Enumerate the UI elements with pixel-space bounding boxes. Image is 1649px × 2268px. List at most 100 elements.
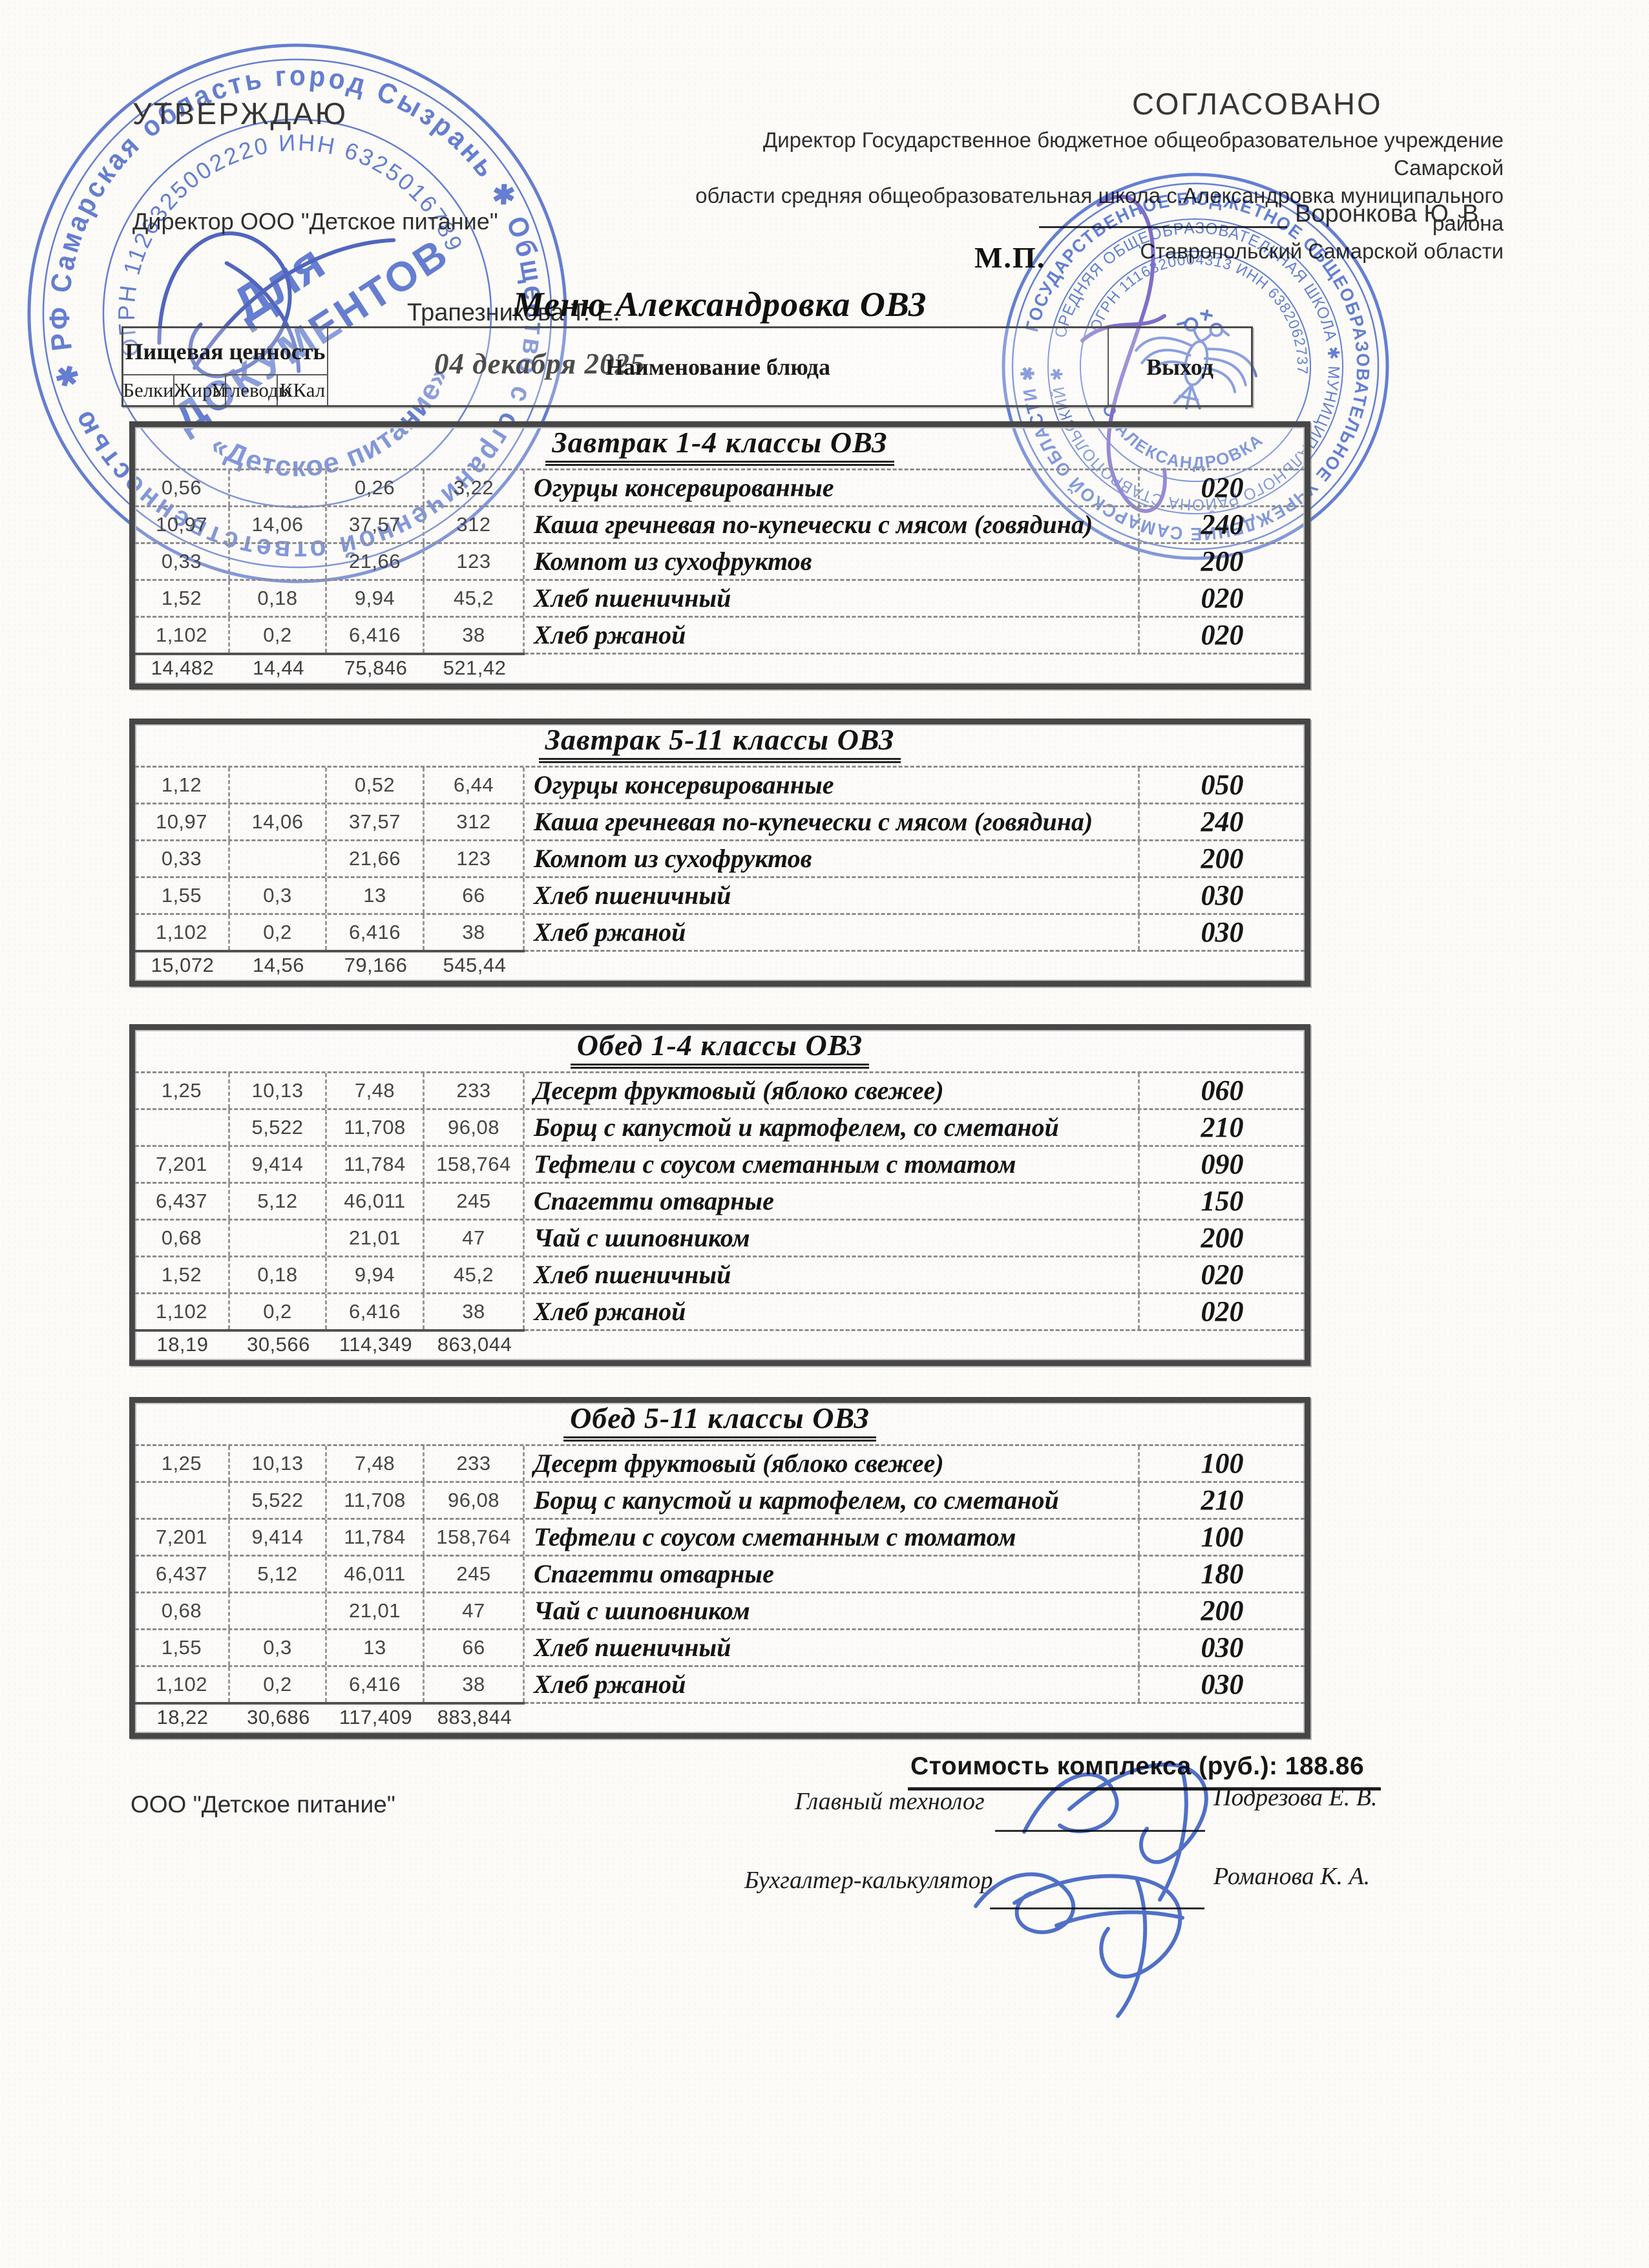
- protein-cell: 10,97: [135, 507, 230, 542]
- kcal-cell: 245: [425, 1184, 525, 1219]
- protein-cell: [135, 1110, 230, 1145]
- menu-row: 10,97 14,06 37,57 312 Каша гречневая по-купе…: [135, 803, 1305, 839]
- fat-cell: [230, 768, 327, 803]
- dish-name-cell: Хлеб ржаной: [525, 1294, 1140, 1329]
- fat-cell: 5,522: [230, 1483, 327, 1518]
- kcal-cell: 38: [425, 618, 525, 653]
- protein-cell: 1,55: [135, 878, 230, 913]
- portion-cell: 090: [1201, 1148, 1244, 1180]
- kcal-cell: 38: [425, 915, 525, 950]
- carbs-cell: 11,708: [327, 1483, 425, 1518]
- output-column-header: Выход: [1146, 353, 1213, 380]
- protein-cell: 7,201: [135, 1147, 230, 1182]
- menu-row: 7,201 9,414 11,784 158,764 Тефтели с соусом …: [135, 1518, 1305, 1555]
- carbs-cell: 21,66: [327, 841, 425, 876]
- total-cell: 75,846: [344, 656, 408, 679]
- approve-role-right: Директор Государственное бюджетное общео…: [654, 127, 1504, 265]
- menu-date: 04 декабря 2025: [434, 348, 646, 380]
- total-cell: 14,482: [151, 656, 215, 679]
- company-round-stamp: ✱ РФ Самарская область город Сызрань ✱ О…: [23, 32, 572, 594]
- technologist-role: Главный технолог: [795, 1788, 985, 1815]
- menu-table-2: Завтрак 5-11 классы ОВЗ 1,12 0,52 6,44 Огурц…: [129, 719, 1310, 987]
- total-cell: 14,56: [252, 954, 305, 976]
- portion-cell: 180: [1201, 1558, 1244, 1590]
- fat-cell: [230, 544, 327, 579]
- dish-name-cell: Компот из сухофруктов: [525, 544, 1140, 579]
- menu-row: 6,437 5,12 46,011 245 Спагетти отварные 180: [135, 1555, 1305, 1591]
- dish-name-cell: Хлеб ржаной: [525, 1667, 1140, 1702]
- portion-cell: 030: [1201, 916, 1244, 948]
- carbs-cell: 6,416: [327, 618, 425, 653]
- kcal-cell: 233: [425, 1446, 525, 1481]
- protein-cell: 0,33: [135, 841, 230, 876]
- carbs-cell: 7,48: [327, 1446, 425, 1481]
- dish-name-cell: Огурцы консервированные: [525, 768, 1140, 803]
- portion-cell: 020: [1201, 1259, 1244, 1290]
- carbs-cell: 21,01: [327, 1221, 425, 1255]
- menu-row: 0,33 21,66 123 Компот из сухофруктов 200: [135, 839, 1305, 876]
- kcal-cell: 47: [425, 1221, 525, 1255]
- menu-row: 6,437 5,12 46,011 245 Спагетти отварные 150: [135, 1182, 1305, 1219]
- menu-row: 1,55 0,3 13 66 Хлеб пшеничный 030: [135, 876, 1305, 913]
- menu-row: 1,102 0,2 6,416 38 Хлеб ржаной 030: [135, 1665, 1305, 1702]
- carbs-cell: 11,784: [327, 1520, 425, 1555]
- carbs-cell: 11,708: [327, 1110, 425, 1145]
- dish-name-cell: Хлеб ржаной: [525, 618, 1140, 653]
- kcal-cell: 96,08: [425, 1483, 525, 1518]
- protein-cell: 6,437: [135, 1184, 230, 1219]
- menu-row: 0,68 21,01 47 Чай с шиповником 200: [135, 1219, 1305, 1255]
- dish-name-cell: Чай с шиповником: [525, 1593, 1140, 1628]
- portion-cell: 240: [1201, 806, 1244, 837]
- carbs-cell: 6,416: [327, 915, 425, 950]
- footer-signatures-ink: [974, 1762, 1208, 2018]
- total-cell: 883,844: [437, 1706, 512, 1728]
- dish-name-cell: Каша гречневая по-купечески с мясом (гов…: [525, 507, 1140, 542]
- total-cell: 15,072: [151, 954, 215, 976]
- signature-line-right: [1039, 226, 1287, 228]
- menu-row: 1,52 0,18 9,94 45,2 Хлеб пшеничный 020: [135, 579, 1305, 616]
- carbs-cell: 0,52: [327, 768, 425, 803]
- menu-row: 1,25 10,13 7,48 233 Десерт фруктовый (яблоко…: [135, 1071, 1305, 1108]
- menu-row: 7,201 9,414 11,784 158,764 Тефтели с соусом …: [135, 1145, 1305, 1182]
- dish-name-cell: Тефтели с соусом сметанным с томатом: [525, 1147, 1140, 1182]
- fat-cell: 9,414: [230, 1147, 327, 1182]
- kcal-cell: 312: [425, 507, 525, 542]
- dish-name-cell: Огурцы консервированные: [525, 470, 1140, 505]
- fat-cell: [230, 470, 327, 505]
- fat-header: Жиры: [174, 375, 226, 405]
- menu-table-1: Завтрак 1-4 классы ОВЗ 0,56 0,26 3,22 Огурцы…: [129, 421, 1310, 689]
- portion-cell: 050: [1201, 769, 1244, 801]
- dish-name-cell: Хлеб пшеничный: [525, 581, 1140, 616]
- menu-row: 1,102 0,2 6,416 38 Хлеб ржаной 020: [135, 1292, 1305, 1329]
- protein-cell: 1,12: [135, 768, 230, 803]
- dish-name-cell: Десерт фруктовый (яблоко свежее): [525, 1446, 1140, 1481]
- menu-table-title-row: Завтрак 1-4 классы ОВЗ: [135, 427, 1305, 468]
- seal-place-mark: М.П.: [974, 241, 1046, 274]
- menu-row: 1,55 0,3 13 66 Хлеб пшеничный 030: [135, 1628, 1305, 1665]
- kcal-cell: 66: [425, 878, 525, 913]
- kcal-cell: 66: [425, 1630, 525, 1665]
- kcal-cell: 3,22: [425, 470, 525, 505]
- carbs-cell: 46,011: [327, 1184, 425, 1219]
- kcal-cell: 123: [425, 841, 525, 876]
- approver-name-right: Воронкова Ю. В.: [1295, 200, 1486, 227]
- fat-cell: 5,12: [230, 1184, 327, 1219]
- kcal-header: ККал: [278, 375, 328, 405]
- menu-table-title: Обед 5-11 классы ОВЗ: [563, 1403, 876, 1442]
- menu-row: 10,97 14,06 37,57 312 Каша гречневая по-купе…: [135, 505, 1305, 542]
- kcal-cell: 45,2: [425, 1257, 525, 1292]
- fat-cell: [230, 1221, 327, 1255]
- protein-cell: 0,68: [135, 1221, 230, 1255]
- dish-name-cell: Хлеб пшеничный: [525, 1257, 1140, 1292]
- protein-cell: 1,102: [135, 915, 230, 950]
- totals-row: 14,482 14,44 75,846 521,42: [135, 653, 1305, 684]
- carbs-cell: 37,57: [327, 804, 425, 839]
- technologist-name: Подрезова Е. В.: [1213, 1784, 1378, 1811]
- dish-column-header: Наименование блюда: [328, 328, 1109, 405]
- fat-cell: 0,3: [230, 878, 327, 913]
- fat-cell: [230, 841, 327, 876]
- kcal-cell: 47: [425, 1593, 525, 1628]
- menu-row: 0,33 21,66 123 Компот из сухофруктов 200: [135, 542, 1305, 579]
- portion-cell: 100: [1201, 1521, 1244, 1553]
